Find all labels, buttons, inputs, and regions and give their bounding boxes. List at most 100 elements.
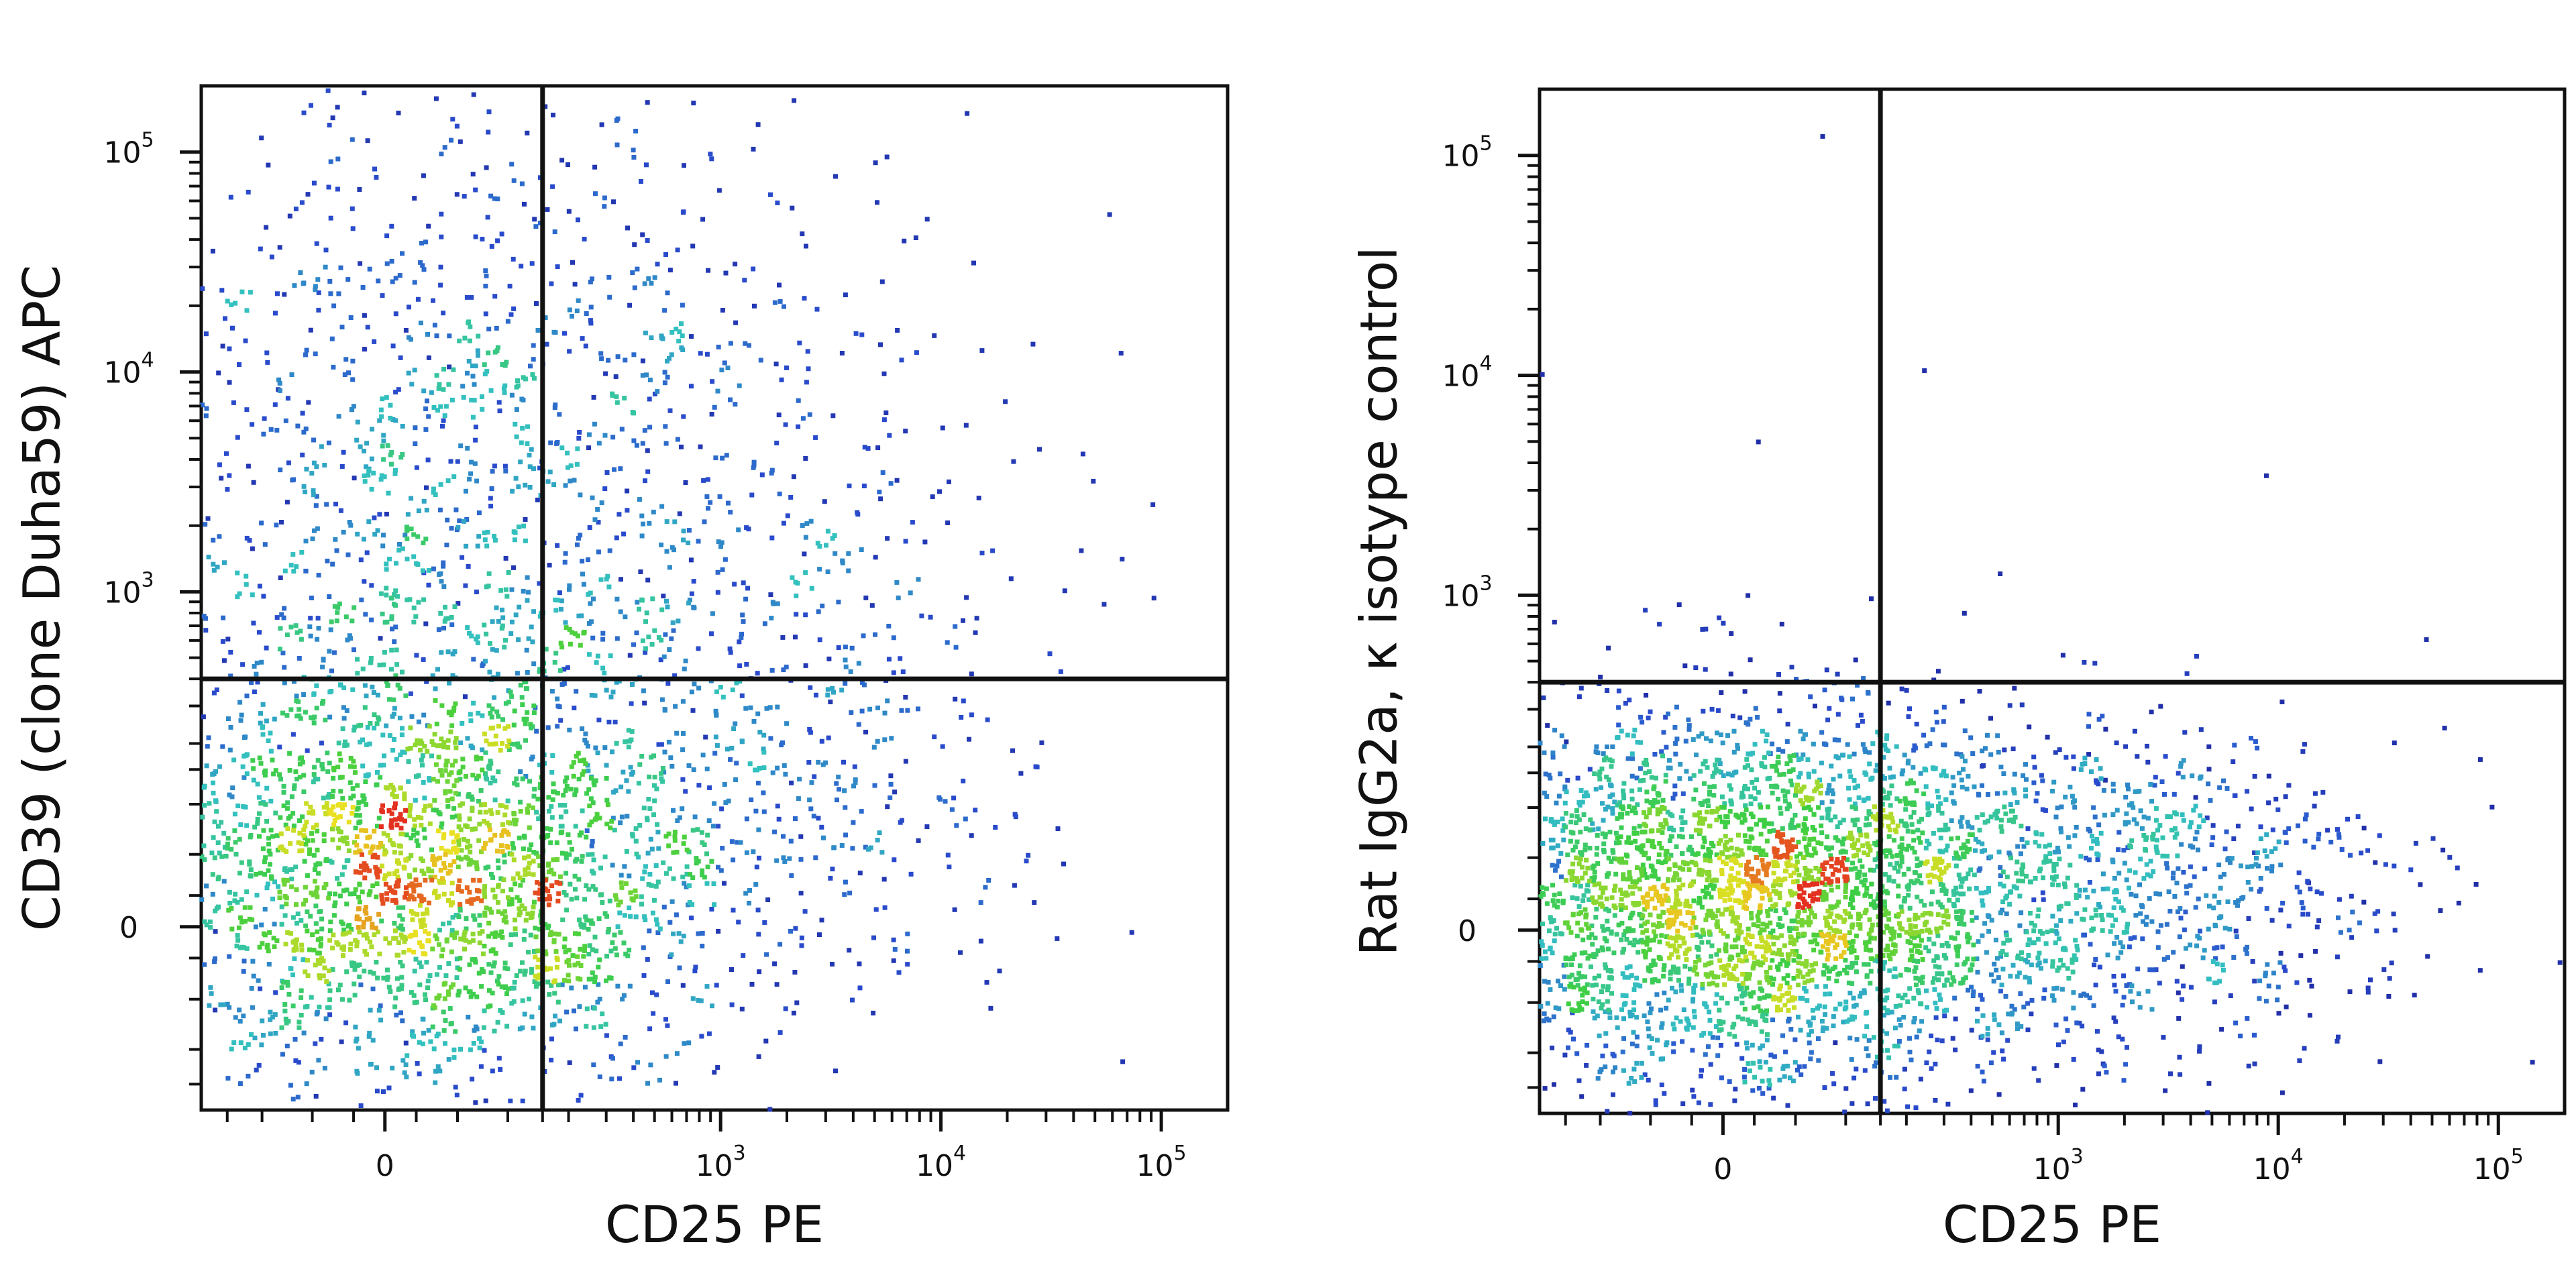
event-dot bbox=[493, 930, 498, 936]
event-dot bbox=[405, 747, 411, 752]
event-dot bbox=[2557, 960, 2563, 965]
event-dot bbox=[451, 783, 457, 788]
event-dot bbox=[2413, 840, 2418, 846]
event-dot bbox=[633, 129, 639, 133]
event-dot bbox=[235, 570, 240, 575]
event-dot bbox=[1062, 588, 1067, 594]
event-dot bbox=[393, 390, 398, 395]
event-dot bbox=[256, 795, 262, 800]
event-dot bbox=[2031, 1066, 2037, 1071]
event-dot bbox=[2264, 473, 2269, 478]
event-dot bbox=[259, 520, 264, 526]
event-dot bbox=[552, 229, 557, 235]
event-dot bbox=[640, 876, 645, 881]
event-dot bbox=[508, 887, 514, 892]
event-dot bbox=[225, 836, 231, 841]
event-dot bbox=[298, 716, 303, 721]
event-dot bbox=[520, 877, 525, 883]
event-dot bbox=[482, 530, 487, 535]
event-dot bbox=[1540, 372, 1545, 377]
event-dot bbox=[662, 370, 667, 375]
event-dot bbox=[1013, 814, 1018, 820]
event-dot bbox=[1980, 749, 1985, 754]
event-dot bbox=[1869, 596, 1874, 602]
event-dot bbox=[682, 834, 687, 840]
event-dot bbox=[574, 461, 580, 467]
event-dot bbox=[1708, 1102, 1713, 1107]
event-dot bbox=[431, 490, 436, 495]
event-dot bbox=[1951, 799, 1956, 804]
event-dot bbox=[535, 948, 540, 954]
event-dot bbox=[502, 914, 508, 920]
event-dot bbox=[352, 476, 357, 481]
event-dot bbox=[586, 926, 591, 932]
event-dot bbox=[495, 979, 500, 984]
event-dot bbox=[216, 875, 221, 880]
event-dot bbox=[651, 812, 656, 818]
event-dot bbox=[470, 415, 476, 420]
event-dot bbox=[511, 565, 516, 570]
event-dot bbox=[1788, 1027, 1794, 1032]
event-dot bbox=[716, 539, 721, 545]
event-dot bbox=[655, 822, 660, 827]
event-dot bbox=[627, 653, 633, 658]
event-dot bbox=[499, 843, 504, 848]
event-dot bbox=[380, 732, 386, 738]
event-dot bbox=[466, 359, 472, 364]
event-dot bbox=[330, 837, 335, 842]
event-dot bbox=[321, 805, 327, 810]
event-dot bbox=[871, 935, 876, 940]
event-dot bbox=[488, 759, 493, 764]
event-dot bbox=[576, 1097, 581, 1103]
event-dot bbox=[513, 612, 519, 618]
event-dot bbox=[595, 751, 600, 755]
event-dot bbox=[452, 604, 458, 609]
event-dot bbox=[354, 943, 360, 948]
event-dot bbox=[784, 365, 789, 370]
event-dot bbox=[500, 889, 505, 893]
event-dot bbox=[1780, 749, 1786, 754]
event-dot bbox=[862, 445, 867, 450]
event-dot bbox=[793, 926, 798, 931]
event-dot bbox=[2300, 749, 2306, 754]
event-dot bbox=[421, 780, 426, 785]
event-dot bbox=[244, 573, 249, 579]
event-dot bbox=[367, 834, 372, 840]
event-dot bbox=[1654, 992, 1660, 997]
event-dot bbox=[651, 753, 657, 759]
event-dot bbox=[1960, 785, 1965, 789]
event-dot bbox=[372, 828, 377, 834]
event-dot bbox=[475, 543, 480, 549]
event-dot bbox=[580, 854, 585, 859]
event-dot bbox=[281, 783, 286, 789]
event-dot bbox=[2283, 794, 2288, 800]
event-dot bbox=[2081, 991, 2086, 997]
event-dot bbox=[564, 893, 569, 897]
event-dot bbox=[747, 901, 751, 905]
event-dot bbox=[531, 899, 537, 905]
event-dot bbox=[406, 370, 411, 376]
event-dot bbox=[2040, 890, 2045, 895]
event-dot bbox=[578, 533, 583, 538]
event-dot bbox=[315, 526, 320, 531]
event-dot bbox=[2176, 909, 2180, 914]
event-dot bbox=[483, 865, 488, 871]
event-dot bbox=[380, 803, 385, 808]
event-dot bbox=[466, 320, 471, 325]
event-dot bbox=[730, 687, 735, 693]
event-dot bbox=[237, 1081, 243, 1087]
event-dot bbox=[2334, 954, 2340, 960]
event-dot bbox=[1012, 812, 1018, 817]
event-dot bbox=[302, 859, 307, 864]
event-dot bbox=[600, 900, 605, 905]
event-dot bbox=[520, 776, 525, 781]
event-dot bbox=[284, 500, 290, 505]
event-dot bbox=[1835, 671, 1840, 677]
event-dot bbox=[225, 841, 230, 846]
event-dot bbox=[1888, 1075, 1892, 1080]
event-dot bbox=[657, 1077, 662, 1083]
event-dot bbox=[1864, 1046, 1869, 1052]
event-dot bbox=[2229, 856, 2235, 861]
event-dot bbox=[1796, 1064, 1802, 1069]
event-dot bbox=[869, 603, 875, 608]
